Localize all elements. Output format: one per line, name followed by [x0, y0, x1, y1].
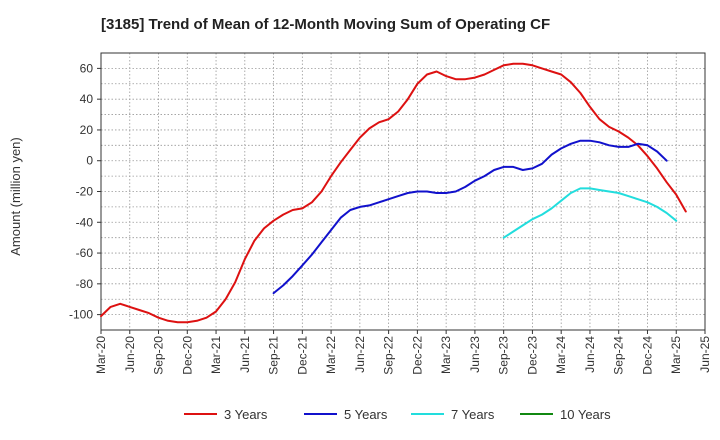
x-tick-label: Sep-20	[152, 336, 166, 375]
x-tick-label: Mar-25	[669, 336, 683, 374]
y-axis-label: Amount (million yen)	[8, 137, 23, 256]
x-tick-label: Mar-22	[324, 336, 338, 374]
x-tick-label: Sep-22	[382, 336, 396, 375]
x-tick-label: Jun-21	[238, 336, 252, 373]
series-line-3-years	[100, 62, 687, 324]
y-tick-label: -40	[76, 215, 94, 229]
x-tick-label: Dec-20	[180, 336, 194, 375]
y-tick-label: 0	[86, 154, 93, 168]
y-tick-label: -80	[76, 277, 94, 291]
x-tick-label: Sep-24	[612, 336, 626, 375]
x-tick-label: Dec-21	[295, 336, 309, 375]
x-axis-ticks: Mar-20 Jun-20 Sep-20 Dec-20 Mar-21 Jun-21 Sep-…	[94, 330, 712, 375]
y-tick-label: -60	[76, 246, 94, 260]
x-tick-label: Mar-23	[439, 336, 453, 374]
y-tick-label: -20	[76, 185, 94, 199]
y-tick-label: 60	[80, 61, 94, 75]
legend-label: 10 Years	[560, 407, 611, 422]
x-tick-label: Jun-25	[698, 336, 712, 373]
series-line-7-years	[502, 187, 678, 239]
x-tick-label: Sep-23	[497, 336, 511, 375]
series-line-5-years	[272, 139, 668, 295]
y-tick-label: -100	[69, 308, 93, 322]
x-tick-label: Sep-21	[267, 336, 281, 375]
x-tick-label: Dec-23	[525, 336, 539, 375]
y-tick-label: 20	[80, 123, 94, 137]
chart-title: [3185] Trend of Mean of 12-Month Moving …	[101, 16, 550, 33]
x-tick-label: Mar-21	[209, 336, 223, 374]
x-tick-label: Dec-22	[410, 336, 424, 375]
x-tick-label: Jun-22	[353, 336, 367, 373]
legend-label: 7 Years	[451, 407, 495, 422]
x-tick-label: Jun-24	[583, 336, 597, 373]
x-tick-label: Mar-20	[94, 336, 108, 374]
y-tick-label: 40	[80, 92, 94, 106]
y-axis-ticks: 60 40 20 0 -20 -40 -60 -80 -100	[69, 61, 101, 322]
series-group	[100, 62, 687, 324]
x-tick-label: Dec-24	[640, 336, 654, 375]
legend-label: 3 Years	[224, 407, 268, 422]
x-tick-label: Jun-20	[123, 336, 137, 373]
x-tick-label: Jun-23	[468, 336, 482, 373]
legend: 3 Years 5 Years 7 Years 10 Years	[184, 407, 611, 422]
legend-label: 5 Years	[344, 407, 388, 422]
x-tick-label: Mar-24	[554, 336, 568, 374]
